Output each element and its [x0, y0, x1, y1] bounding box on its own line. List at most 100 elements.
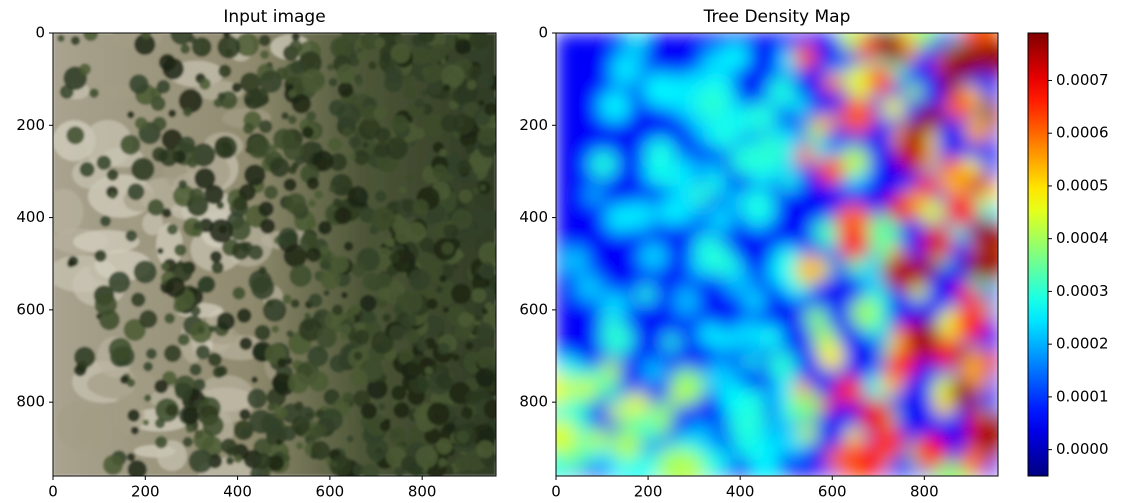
- density-blob: [981, 436, 1003, 458]
- density-blob: [745, 102, 776, 133]
- tree-crown: [143, 419, 149, 425]
- tree-crown: [234, 454, 243, 463]
- tree-crown: [307, 177, 320, 190]
- tree-crown: [485, 302, 494, 311]
- tree-crown: [327, 64, 334, 71]
- tree-crown: [382, 314, 391, 323]
- tree-crown: [127, 183, 144, 200]
- tree-crown: [441, 242, 454, 255]
- tree-crown: [173, 300, 186, 313]
- tree-crown: [372, 207, 395, 230]
- tree-crown: [331, 461, 337, 467]
- density-blob: [882, 97, 905, 120]
- tree-crown: [402, 314, 416, 328]
- density-blob: [670, 451, 703, 484]
- tree-crown: [333, 198, 342, 207]
- y-tick-label: 200: [16, 116, 45, 134]
- density-blob: [858, 398, 892, 432]
- tree-crown: [291, 299, 300, 308]
- density-blob: [866, 65, 895, 94]
- tree-crown: [258, 266, 266, 274]
- tree-crown: [409, 259, 416, 266]
- tree-crown: [484, 400, 504, 420]
- tree-crown: [402, 362, 420, 380]
- tree-crown: [320, 245, 330, 255]
- tree-crown: [296, 442, 303, 449]
- tree-crown: [418, 26, 435, 43]
- tree-crown: [465, 342, 473, 350]
- tree-crown: [318, 221, 332, 235]
- tree-crown: [411, 426, 419, 434]
- density-blob: [743, 353, 760, 370]
- tree-crown: [465, 144, 475, 154]
- tree-crown: [314, 190, 323, 199]
- tree-crown: [213, 366, 225, 378]
- density-blob: [886, 195, 912, 221]
- tree-crown: [306, 248, 321, 263]
- density-blob: [887, 45, 908, 66]
- tree-crown: [186, 425, 194, 433]
- tree-crown: [439, 275, 446, 282]
- tree-crown: [210, 251, 222, 263]
- density-blob: [979, 39, 1008, 68]
- colorbar: [1028, 33, 1048, 476]
- density-blob: [698, 323, 721, 346]
- tree-crown: [157, 80, 171, 94]
- tree-crown: [347, 435, 354, 442]
- tree-crown: [323, 290, 329, 296]
- tree-crown: [474, 315, 481, 322]
- density-blob: [850, 297, 881, 328]
- tree-crown: [178, 334, 190, 346]
- tree-crown: [191, 306, 201, 316]
- tree-crown: [89, 88, 99, 98]
- tree-crown: [457, 431, 469, 443]
- chart-title: Input image: [223, 7, 325, 27]
- tree-crown: [349, 304, 360, 315]
- x-tick-label: 800: [408, 483, 437, 501]
- tree-crown: [249, 410, 273, 434]
- density-blob: [767, 76, 795, 104]
- tree-crown: [233, 196, 248, 211]
- tree-crown: [341, 24, 360, 43]
- tree-crown: [126, 230, 137, 241]
- tree-crown: [255, 325, 271, 341]
- density-blob: [605, 204, 634, 233]
- tree-crown: [338, 82, 354, 98]
- tree-crown: [456, 251, 463, 258]
- plot-area: [43, 22, 506, 486]
- tree-crown: [312, 142, 322, 152]
- tree-crown: [94, 250, 106, 262]
- tree-crown: [309, 371, 329, 391]
- tree-crown: [271, 325, 278, 332]
- density-blob: [636, 284, 656, 304]
- x-tick-label: 800: [910, 483, 939, 501]
- tree-crown: [202, 415, 223, 436]
- colorbar-tick-label: 0.0007: [1056, 71, 1109, 89]
- tree-crown: [403, 86, 417, 100]
- tree-crown: [216, 202, 224, 210]
- tree-crown: [148, 199, 165, 216]
- tree-crown: [178, 180, 187, 189]
- x-tick-label: 400: [726, 483, 755, 501]
- tree-crown: [328, 138, 342, 152]
- tree-crown: [57, 35, 64, 42]
- tree-crown: [478, 100, 484, 106]
- tree-crown: [306, 111, 316, 121]
- tree-crown: [66, 126, 84, 144]
- tree-crown: [402, 74, 413, 85]
- tree-crown: [307, 219, 316, 228]
- x-tick-label: 600: [316, 483, 345, 501]
- density-blob: [946, 194, 978, 226]
- density-blob: [561, 247, 589, 275]
- density-blob: [793, 44, 818, 69]
- tree-crown: [354, 351, 363, 360]
- tree-crown: [285, 193, 306, 214]
- y-tick-label: 0: [538, 24, 548, 42]
- tree-crown: [192, 37, 212, 57]
- density-blob: [758, 325, 782, 349]
- tree-crown: [458, 312, 473, 327]
- x-tick-label: 600: [818, 483, 847, 501]
- tree-crown: [277, 358, 287, 368]
- tree-crown: [350, 369, 367, 386]
- tree-crown: [475, 368, 494, 387]
